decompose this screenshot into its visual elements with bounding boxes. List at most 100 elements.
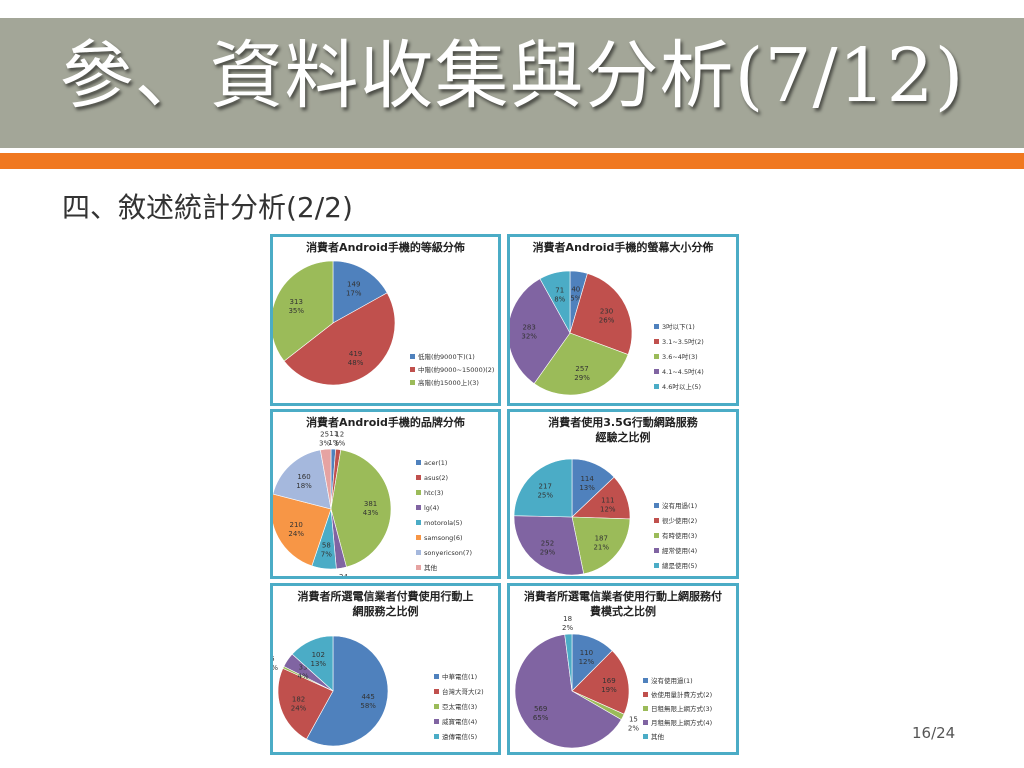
slice-percent-label: 29% — [574, 374, 590, 382]
legend-label: sonyericson(7) — [424, 549, 472, 557]
legend-swatch — [410, 354, 415, 359]
slice-value-label: 210 — [290, 521, 303, 529]
slice-percent-label: 13% — [310, 660, 326, 668]
slice-value-label: 187 — [595, 535, 608, 543]
legend-label: 很少使用(2) — [662, 516, 697, 525]
legend-swatch — [643, 692, 648, 697]
slice-value-label: 313 — [290, 298, 303, 306]
slice-percent-label: 24% — [291, 704, 307, 712]
legend-swatch — [654, 548, 659, 553]
legend-swatch — [654, 384, 659, 389]
legend-swatch — [643, 678, 648, 683]
pie-slice — [291, 635, 334, 692]
pie-slice — [273, 449, 332, 510]
legend-swatch — [643, 734, 648, 739]
legend-label: acer(1) — [424, 459, 447, 467]
chart-title: 消費者Android手機的品牌分佈 — [306, 415, 465, 429]
slice-value-label: 381 — [364, 500, 377, 508]
slice-value-label: 12 — [335, 431, 344, 439]
slice-percent-label: 43% — [363, 509, 379, 517]
chart-panel-carrier: 消費者所選電信業者付費使用行動上 網服務之比例 445 58% 中華電信(1) 182 24… — [270, 583, 501, 755]
slice-percent-label: 5% — [570, 294, 581, 302]
legend-label: 日租無限上網方式(3) — [651, 704, 712, 713]
slice-percent-label: 29% — [540, 548, 556, 556]
legend-swatch — [410, 367, 415, 372]
legend-swatch — [643, 706, 648, 711]
title-band — [0, 18, 1024, 148]
chart-title: 網服務之比例 — [353, 604, 419, 618]
pie-slice — [277, 667, 334, 740]
legend-swatch — [654, 339, 659, 344]
legend-swatch — [434, 704, 439, 709]
slice-percent-label: 65% — [533, 714, 549, 722]
slice-value-label: 11 — [329, 430, 338, 438]
slice-percent-label: 2% — [562, 624, 573, 632]
slice-percent-label: 12% — [579, 658, 595, 666]
slice-percent-label: 8% — [554, 295, 565, 303]
slice-value-label: 419 — [349, 350, 362, 358]
legend-label: 亞太電信(3) — [442, 702, 477, 711]
legend-label: 3.6~4吋(3) — [662, 352, 698, 361]
chart-panel-screen-size: 消費者Android手機的螢幕大小分佈 40 5% 3吋以下(1) 230 26% 3.1~… — [507, 234, 739, 406]
legend-swatch — [410, 380, 415, 385]
legend-swatch — [434, 734, 439, 739]
pie-slice — [569, 273, 633, 355]
slice-value-label: 71 — [555, 286, 564, 294]
slice-value-label: 252 — [541, 539, 554, 547]
legend-label: 高階(約15000上)(3) — [418, 378, 479, 387]
legend-label: 中階(約9000~15000)(2) — [418, 365, 494, 374]
pie-slice — [273, 260, 334, 362]
legend-swatch — [416, 460, 421, 465]
legend-label: lg(4) — [424, 504, 439, 512]
slice-percent-label: 21% — [593, 544, 609, 552]
chart-panel-brand: 消費者Android手機的品牌分佈 11 1% acer(1) 12 1% asus(2) 3… — [270, 409, 501, 579]
legend-label: samsong(6) — [424, 534, 463, 542]
slice-percent-label: 12% — [600, 505, 616, 513]
slice-value-label: 283 — [522, 324, 535, 332]
slice-value-label: 24 — [339, 573, 348, 576]
chart-panel-billing-mode: 消費者所選電信業者使用行動上網服務付 費模式之比例 110 12% 沒有使用過(1) 16… — [507, 583, 739, 755]
slice-percent-label: 19% — [601, 686, 617, 694]
legend-label: 遠傳電信(5) — [442, 732, 477, 741]
slice-value-label: 182 — [292, 695, 305, 703]
slice-value-label: 111 — [601, 496, 614, 504]
slice-percent-label: 13% — [579, 484, 595, 492]
slice-value-label: 149 — [347, 281, 360, 289]
pie-slice — [564, 633, 573, 692]
slice-percent-label: 4% — [297, 673, 308, 681]
legend-swatch — [654, 503, 659, 508]
legend-label: 沒有使用過(1) — [651, 676, 693, 685]
slide-title: 參、資料收集與分析(7/12) — [59, 33, 965, 119]
slice-percent-label: 3% — [319, 439, 330, 447]
pie-slice — [571, 516, 631, 575]
legend-swatch — [434, 689, 439, 694]
legend-label: 其他 — [651, 732, 665, 741]
slice-percent-label: 1% — [334, 440, 345, 448]
slice-percent-label: 58% — [360, 702, 376, 710]
slice-percent-label: 32% — [521, 333, 537, 341]
legend-label: 沒有用過(1) — [662, 501, 697, 510]
legend-swatch — [416, 490, 421, 495]
slice-value-label: 160 — [297, 473, 310, 481]
legend-swatch — [654, 354, 659, 359]
pie-slice — [513, 515, 585, 576]
chart-title: 消費者所選電信業者付費使用行動上 — [298, 589, 474, 603]
legend-swatch — [654, 563, 659, 568]
pie-slice — [332, 260, 388, 324]
chart-title: 費模式之比例 — [589, 604, 656, 618]
legend-label: htc(3) — [424, 489, 443, 497]
chart-panel-3g-experience: 消費者使用3.5G行動網路服務 經驗之比例 114 13% 沒有用過(1) 111 12% 很… — [507, 409, 739, 579]
legend-label: 中華電信(1) — [442, 672, 477, 681]
slice-percent-label: 2% — [628, 724, 639, 732]
slice-percent-label: 1% — [273, 664, 278, 672]
slice-value-label: 445 — [361, 693, 374, 701]
slice-value-label: 230 — [600, 308, 613, 316]
slice-value-label: 18 — [563, 615, 572, 623]
pie-slice — [330, 449, 392, 568]
legend-label: 3.1~3.5吋(2) — [662, 337, 704, 346]
slice-value-label: 114 — [580, 475, 594, 483]
